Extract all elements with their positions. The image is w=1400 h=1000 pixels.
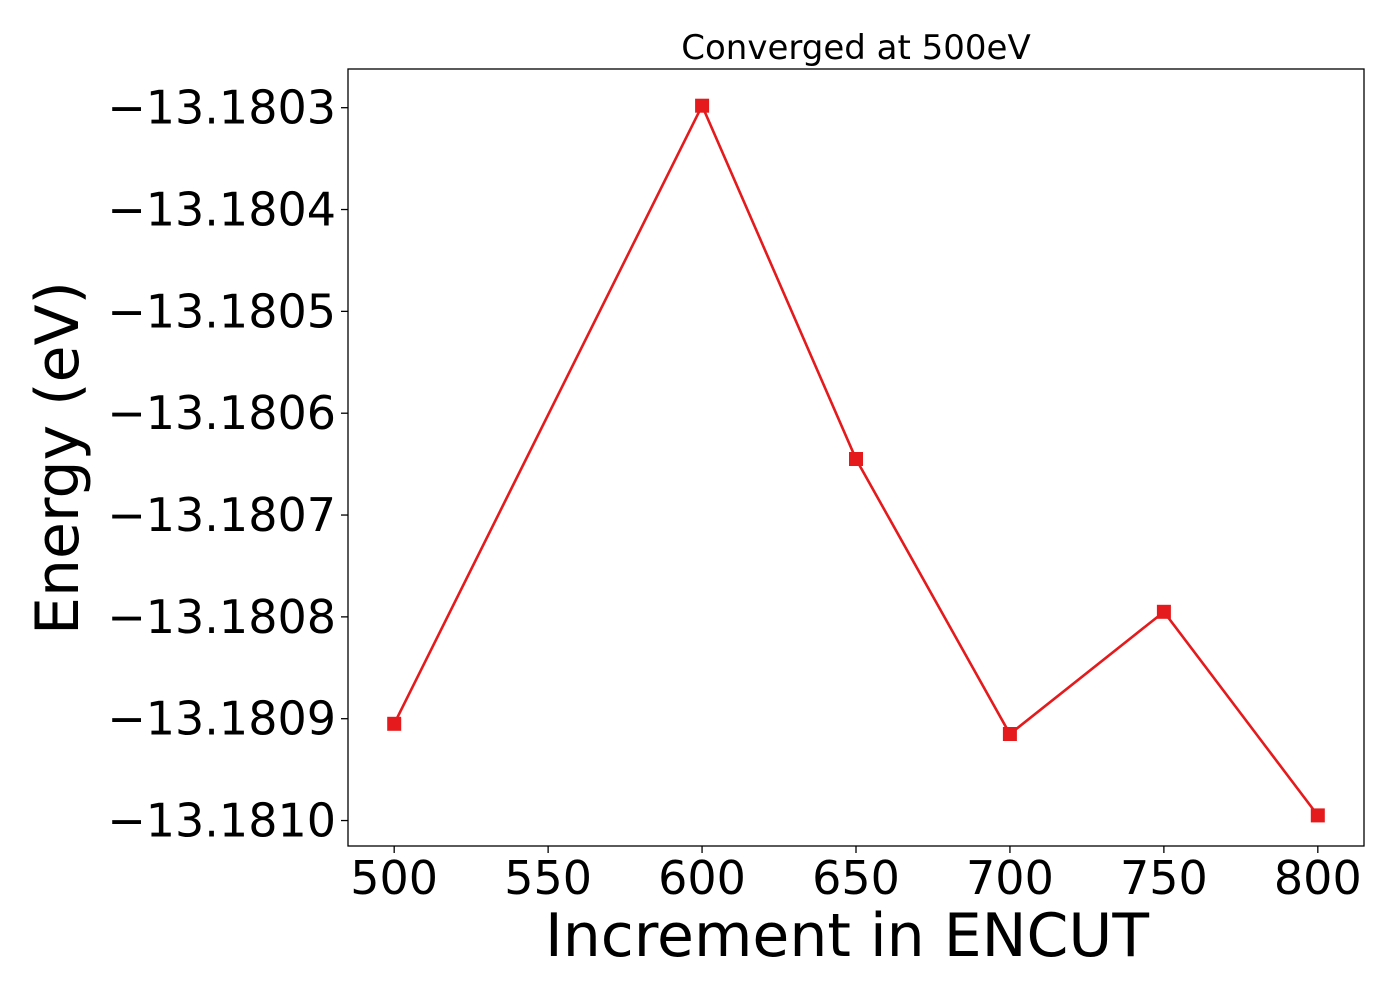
- x-tick-label: 750: [1120, 851, 1208, 905]
- series-line: [393, 102, 1319, 817]
- x-axis-ticks: 500 550 600 650 700 750 800: [350, 846, 1362, 905]
- x-tick-label: 650: [812, 851, 900, 905]
- x-tick-label: 550: [504, 851, 592, 905]
- data-point-marker: [1156, 604, 1171, 619]
- y-tick-label: −13.1810: [107, 794, 336, 848]
- x-tick-label: 800: [1274, 851, 1362, 905]
- x-tick-label: 500: [350, 851, 438, 905]
- data-point-marker: [1002, 727, 1017, 741]
- y-tick-label: −13.1803: [107, 81, 336, 135]
- y-tick-label: −13.1809: [107, 692, 336, 746]
- y-axis-label: Energy (eV): [23, 281, 93, 635]
- y-tick-label: −13.1808: [107, 590, 336, 644]
- data-point-marker: [849, 452, 863, 466]
- y-tick-label: −13.1804: [107, 183, 336, 237]
- x-tick-label: 600: [658, 851, 746, 905]
- chart-title: Converged at 500eV: [681, 28, 1030, 68]
- y-tick-label: −13.1807: [107, 488, 336, 542]
- y-tick-label: −13.1806: [107, 386, 336, 440]
- data-point-marker: [695, 98, 710, 113]
- x-axis-label: Increment in ENCUT: [545, 901, 1149, 971]
- data-series: [387, 98, 1325, 823]
- data-point-marker: [387, 716, 402, 731]
- x-tick-label: 700: [966, 851, 1054, 905]
- data-point-marker: [1310, 808, 1325, 823]
- y-tick-label: −13.1805: [107, 284, 336, 338]
- y-axis-ticks: −13.1803 −13.1804 −13.1805 −13.1806 −13.1807…: [107, 81, 348, 848]
